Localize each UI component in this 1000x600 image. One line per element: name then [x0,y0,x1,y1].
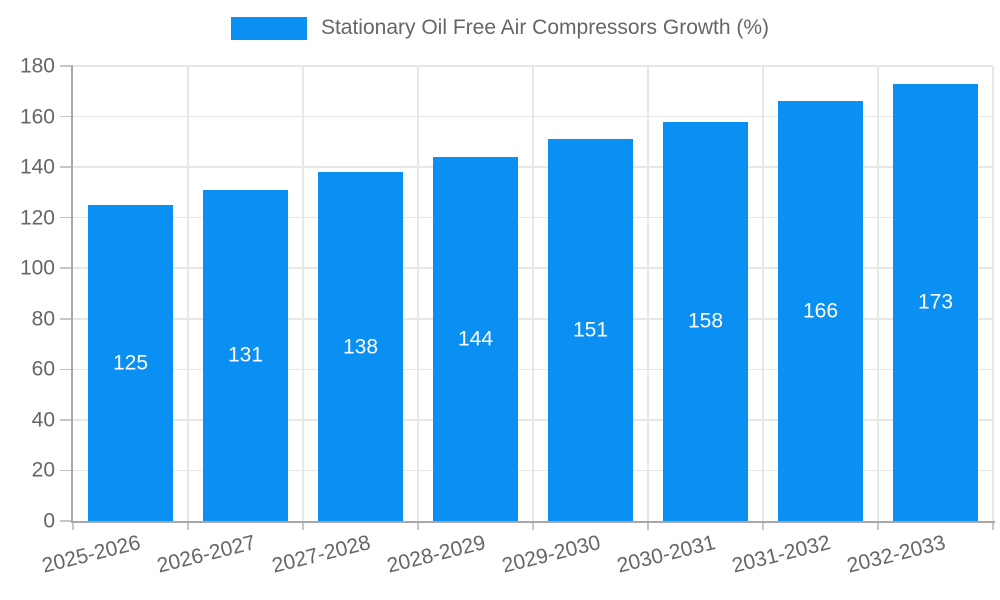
y-axis-tick-label: 0 [43,509,55,533]
x-axis-tick [302,521,304,530]
gridline-vertical [877,66,879,521]
plot-area: 0 20 40 60 80 100 120 140 160 180 125 131 138 144 151 1… [20,56,995,578]
gridline-vertical [302,66,304,521]
chart-legend-item[interactable]: Stationary Oil Free Air Compressors Grow… [0,16,1000,40]
y-axis-tick [60,216,73,219]
bar[interactable]: 166 [778,101,863,521]
x-axis-tick [417,521,419,530]
y-axis-tick [60,65,73,67]
y-axis-tick [60,419,73,421]
gridline-vertical [762,66,764,521]
bar[interactable]: 125 [88,205,173,521]
x-axis-tick [187,521,189,530]
bar-value-label: 173 [917,290,954,314]
y-axis-tick-label: 180 [19,54,55,78]
gridline-vertical [647,66,649,521]
bar[interactable]: 131 [203,189,288,521]
gridline-vertical [187,66,189,521]
x-axis-tick-label: 2027-2028 [269,531,373,578]
y-axis-tick-label: 100 [19,256,55,280]
x-axis-tick-label: 2032-2033 [844,531,948,578]
bar[interactable]: 138 [318,172,403,521]
y-axis-tick-label: 60 [31,357,55,381]
bar[interactable]: 158 [663,121,748,521]
bar-value-label: 158 [687,309,724,333]
x-axis-tick-label: 2029-2030 [499,531,603,578]
y-axis-tick [60,267,73,269]
bar-value-label: 131 [227,343,264,367]
y-axis-tick-label: 120 [19,206,55,230]
y-axis-tick-label: 160 [19,105,55,129]
bar[interactable]: 144 [433,157,518,521]
x-axis-tick-label: 2026-2027 [154,531,258,578]
gridline-vertical [532,66,534,521]
x-axis-tick-label: 2030-2031 [614,531,718,578]
legend-color-swatch [230,16,307,40]
x-axis-tick [647,521,649,530]
y-axis-tick [60,368,73,371]
legend-label: Stationary Oil Free Air Compressors Grow… [320,16,770,39]
bar-value-label: 125 [112,351,149,375]
x-axis-tick [992,521,994,530]
bar-value-label: 138 [342,335,379,359]
bar-value-label: 166 [802,299,839,323]
y-axis-tick [60,115,73,118]
x-axis-tick-label: 2028-2029 [384,531,488,578]
y-axis-tick-label: 140 [19,155,55,179]
gridline-vertical [992,66,994,521]
x-axis-line [71,521,995,523]
x-axis-tick-label: 2025-2026 [39,531,143,578]
y-axis-tick-label: 20 [31,458,55,482]
y-axis-tick-label: 40 [31,408,55,432]
y-axis-tick-label: 80 [31,307,55,331]
y-axis-tick [60,469,73,472]
y-axis-tick [60,318,73,320]
bar-value-label: 151 [572,318,609,342]
y-axis-line [71,66,73,521]
y-axis-tick [60,520,73,522]
x-axis-tick [762,521,764,530]
x-axis-tick [72,521,74,530]
y-axis-tick [60,166,73,168]
x-axis-tick [532,521,534,530]
x-axis-tick [877,521,879,530]
bar-value-label: 144 [457,327,494,351]
x-axis-tick-label: 2031-2032 [729,531,833,578]
gridline-vertical [417,66,419,521]
bar[interactable]: 151 [548,139,633,521]
bar[interactable]: 173 [893,83,978,521]
